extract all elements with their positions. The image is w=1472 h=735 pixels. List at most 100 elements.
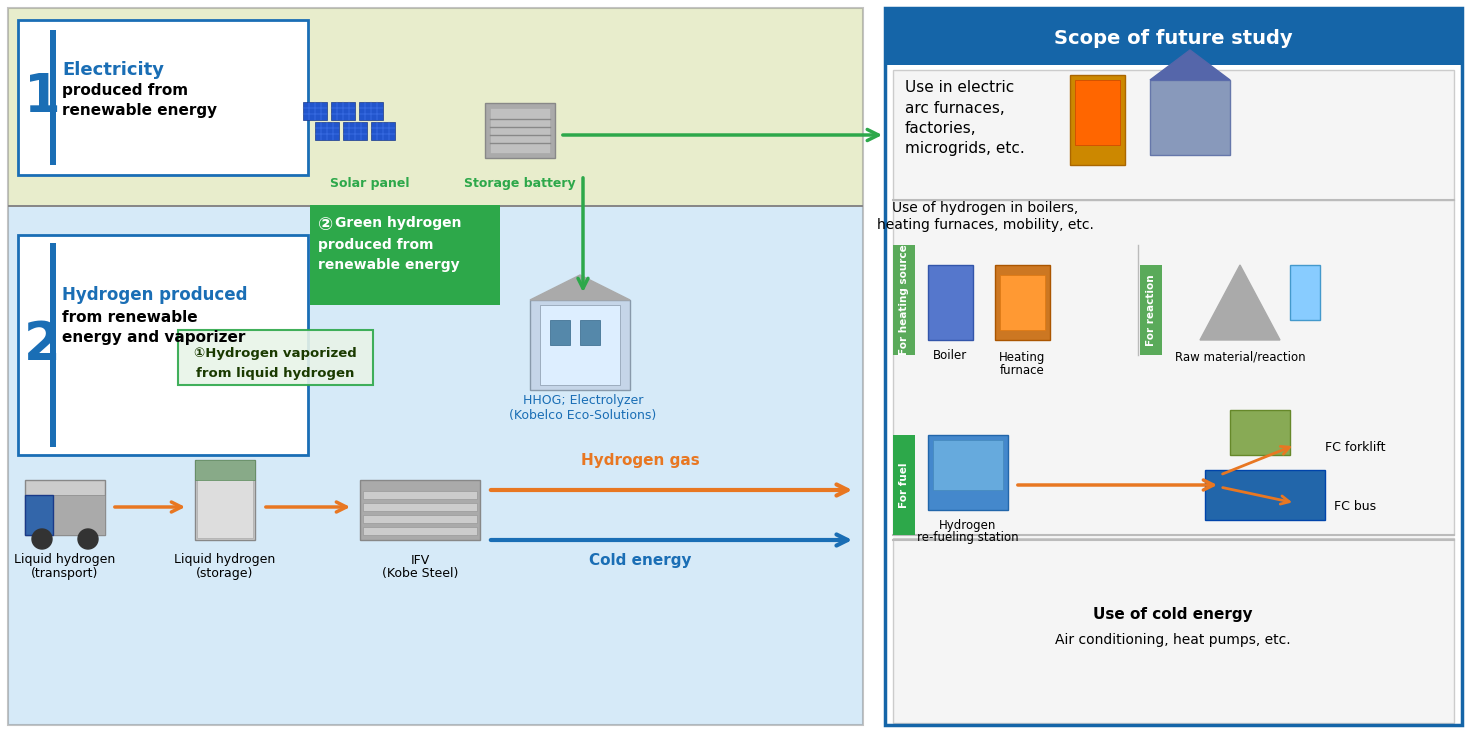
Bar [18,20,308,175]
Polygon shape [1200,265,1281,340]
Text: heating furnaces, mobility, etc.: heating furnaces, mobility, etc. [876,218,1094,232]
Text: Solar panel: Solar panel [330,176,409,190]
Bar [50,30,56,165]
Text: microgrids, etc.: microgrids, etc. [905,140,1025,156]
Text: HHOG; Electrolyzer: HHOG; Electrolyzer [523,393,643,406]
Text: 2: 2 [24,319,60,371]
Text: 1: 1 [24,71,60,123]
Text: For heating source: For heating source [899,245,910,356]
Text: Hydrogen: Hydrogen [939,518,997,531]
Text: ①Hydrogen vaporized: ①Hydrogen vaporized [194,346,356,359]
Text: Boiler: Boiler [933,348,967,362]
Text: For fuel: For fuel [899,462,910,508]
Bar [364,491,477,499]
Bar [364,527,477,535]
Text: Storage battery: Storage battery [464,176,576,190]
Bar [484,103,555,158]
Text: FC forklift: FC forklift [1325,440,1385,453]
Bar [894,70,1454,200]
Bar [530,300,630,390]
Bar [995,265,1050,340]
Bar [25,495,105,535]
Text: re-fueling station: re-fueling station [917,531,1019,543]
Text: renewable energy: renewable energy [318,258,459,272]
Bar [359,102,383,120]
Bar [894,245,916,355]
Text: furnace: furnace [999,364,1044,376]
Text: arc furnaces,: arc furnaces, [905,101,1005,115]
Bar [490,108,551,153]
Bar [927,435,1008,510]
Bar [933,440,1002,490]
Bar [894,538,1454,723]
Text: renewable energy: renewable energy [62,102,218,118]
Bar [1206,470,1325,520]
Text: energy and vaporizer: energy and vaporizer [62,329,246,345]
Text: Use of cold energy: Use of cold energy [1094,608,1253,623]
Text: Liquid hydrogen: Liquid hydrogen [15,553,116,567]
Text: ②: ② [318,216,333,234]
Text: factories,: factories, [905,121,976,135]
Bar [7,8,863,205]
Text: Heating: Heating [999,351,1045,364]
Bar [361,480,480,540]
Text: Hydrogen gas: Hydrogen gas [580,453,699,467]
Text: Air conditioning, heat pumps, etc.: Air conditioning, heat pumps, etc. [1055,633,1291,647]
Bar [194,460,255,540]
Bar [178,330,372,385]
Text: (storage): (storage) [196,567,253,579]
Bar [197,460,253,538]
Text: For reaction: For reaction [1147,274,1156,345]
Text: from liquid hydrogen: from liquid hydrogen [196,367,355,379]
Bar [7,8,863,725]
Bar [1070,75,1125,165]
Text: Hydrogen produced: Hydrogen produced [62,286,247,304]
Bar [580,320,601,345]
Text: Cold energy: Cold energy [589,553,692,567]
Text: Use of hydrogen in boilers,: Use of hydrogen in boilers, [892,201,1078,215]
Bar [18,235,308,455]
Bar [540,305,620,385]
Text: (Kobelco Eco-Solutions): (Kobelco Eco-Solutions) [509,409,657,421]
Bar [1075,80,1120,145]
Bar [311,205,500,305]
Bar [1231,410,1289,455]
Bar [894,435,916,535]
Bar [315,122,339,140]
Bar [25,495,53,535]
Bar [343,122,367,140]
Circle shape [32,529,52,549]
Bar [1289,265,1320,320]
Text: (transport): (transport) [31,567,99,579]
Bar [885,10,1462,65]
Text: (Kobe Steel): (Kobe Steel) [381,567,458,579]
Bar [551,320,570,345]
Bar [999,275,1045,330]
Text: IFV: IFV [411,553,430,567]
Bar [371,122,394,140]
Polygon shape [530,275,630,300]
Bar [303,102,327,120]
Text: Scope of future study: Scope of future study [1054,29,1292,48]
Bar [364,503,477,511]
Text: Green hydrogen: Green hydrogen [336,216,462,230]
Bar [331,102,355,120]
Bar [927,265,973,340]
Text: Liquid hydrogen: Liquid hydrogen [174,553,275,567]
Bar [1139,265,1161,355]
Bar [894,200,1454,535]
Text: FC bus: FC bus [1334,501,1376,514]
Text: from renewable: from renewable [62,309,197,324]
Bar [50,243,56,447]
Text: Raw material/reaction: Raw material/reaction [1175,351,1306,364]
Text: Electricity: Electricity [62,61,163,79]
Bar [7,205,863,207]
Bar [7,205,863,725]
Circle shape [78,529,99,549]
Bar [25,480,105,535]
Polygon shape [1150,50,1231,80]
Bar [1150,80,1231,155]
Bar [194,460,255,480]
Text: Use in electric: Use in electric [905,79,1014,95]
Text: produced from: produced from [318,238,433,252]
